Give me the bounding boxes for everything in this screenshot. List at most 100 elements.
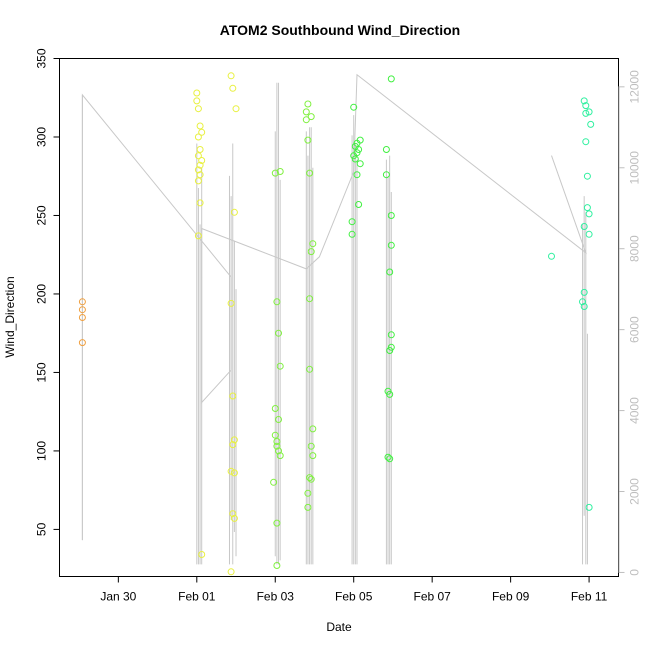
y2-tick-label-4: 8000 <box>628 235 642 262</box>
x-tick-label-3: Feb 05 <box>335 590 373 604</box>
data-point-1-12 <box>194 177 202 185</box>
data-point-3-12 <box>348 230 356 238</box>
line-series-path <box>81 73 587 541</box>
data-point-1-22 <box>230 436 238 444</box>
data-point-2-31 <box>304 503 312 511</box>
data-point-4-11 <box>585 230 593 238</box>
y2-tick-label-3: 6000 <box>628 316 642 343</box>
data-point-2-12 <box>270 478 278 486</box>
chart-title: ATOM2 Southbound Wind_Direction <box>220 22 460 38</box>
y-axis-label: Wind_Direction <box>3 276 17 357</box>
data-point-2-0 <box>271 169 279 177</box>
y-tick-label-6: 350 <box>35 48 49 68</box>
x-tick-label-4: Feb 07 <box>413 590 451 604</box>
data-point-1-1 <box>193 97 201 105</box>
data-point-4-10 <box>580 223 588 230</box>
data-point-1-10 <box>194 166 202 174</box>
y-axis: 50 100 150 200 250 300 350 <box>35 48 60 536</box>
data-point-3-8 <box>356 160 364 168</box>
data-point-3-15 <box>382 171 390 179</box>
data-point-4-9 <box>585 210 593 218</box>
data-point-3-19 <box>387 331 395 339</box>
data-point-1-24 <box>227 467 235 475</box>
data-point-1-5 <box>194 133 202 141</box>
data-point-3-11 <box>348 218 356 226</box>
data-point-2-6 <box>275 416 282 423</box>
data-point-2-7 <box>271 431 279 439</box>
data-point-4-7 <box>583 172 591 180</box>
data-point-2-10 <box>275 447 282 455</box>
x-tick-label-0: Jan 30 <box>100 590 136 604</box>
data-point-1-3 <box>196 122 204 130</box>
data-point-4-15 <box>585 503 593 511</box>
y-tick-label-2: 150 <box>35 362 49 382</box>
data-point-2-19 <box>304 136 312 144</box>
x-tick-label-5: Feb 09 <box>492 590 530 604</box>
data-point-1-16 <box>227 72 235 80</box>
data-point-2-28 <box>306 474 314 482</box>
data-point-2-21 <box>309 240 317 248</box>
data-point-2-20 <box>306 169 314 177</box>
data-point-4-0 <box>548 252 555 260</box>
data-point-1-25 <box>230 469 238 477</box>
data-point-1-26 <box>229 510 237 518</box>
data-point-4-8 <box>583 204 591 212</box>
data-point-4-1 <box>580 97 588 105</box>
data-point-2-4 <box>276 362 284 370</box>
y2-axis: 0 2000 4000 6000 8000 10000 12000 <box>618 70 642 576</box>
data-point-0-3 <box>78 298 86 306</box>
data-point-2-9 <box>273 442 281 450</box>
data-point-2-24 <box>306 365 314 373</box>
data-point-1-0 <box>193 89 201 97</box>
data-point-2-11 <box>276 452 284 460</box>
data-point-3-0 <box>350 103 358 111</box>
data-point-2-17 <box>302 116 310 124</box>
data-point-1-17 <box>229 84 237 92</box>
x-axis-label: Date <box>326 620 352 634</box>
data-point-3-25 <box>386 455 394 463</box>
data-point-2-14 <box>273 562 281 569</box>
data-point-4-3 <box>582 109 590 117</box>
data-point-2-2 <box>273 298 281 306</box>
plot-frame <box>59 58 619 577</box>
y-tick-label-0: 50 <box>35 522 49 536</box>
data-point-1-2 <box>194 105 202 113</box>
data-point-3-23 <box>386 390 394 398</box>
y2-tick-label-2: 4000 <box>628 397 642 424</box>
x-tick-label-2: Feb 03 <box>257 590 295 604</box>
y2-tick-label-5: 10000 <box>628 151 642 185</box>
data-point-4-4 <box>585 108 593 116</box>
data-point-2-15 <box>304 100 312 108</box>
y-tick-label-1: 100 <box>35 441 49 461</box>
data-point-3-21 <box>386 347 394 354</box>
x-tick-label-6: Feb 11 <box>571 590 608 604</box>
data-point-1-23 <box>229 441 237 449</box>
data-point-3-9 <box>353 171 361 179</box>
data-point-3-10 <box>355 201 363 208</box>
data-point-2-5 <box>271 405 279 412</box>
data-point-1-28 <box>227 568 235 576</box>
data-point-1-14 <box>194 232 202 240</box>
data-point-1-15 <box>198 551 206 558</box>
data-point-4-14 <box>580 303 588 310</box>
data-point-3-17 <box>387 241 395 249</box>
data-point-1-21 <box>229 392 237 400</box>
x-axis: Jan 30 Feb 01 Feb 03 Feb 05 Feb 07 Feb 09 Feb … <box>100 576 608 604</box>
data-point-0-0 <box>78 339 86 347</box>
data-point-4-6 <box>582 138 590 146</box>
data-point-2-23 <box>306 295 314 303</box>
data-point-1-19 <box>230 208 238 216</box>
data-point-1-8 <box>198 157 206 164</box>
data-point-1-11 <box>196 171 204 179</box>
points-layer <box>78 72 595 576</box>
data-point-2-13 <box>273 519 281 527</box>
data-point-2-8 <box>273 438 281 445</box>
y2-tick-label-0: 0 <box>628 569 642 576</box>
data-point-2-16 <box>302 108 310 116</box>
data-point-1-20 <box>227 299 235 307</box>
data-point-3-13 <box>387 75 395 83</box>
data-point-2-1 <box>276 168 284 175</box>
data-point-3-14 <box>382 146 390 153</box>
y2-tick-label-6: 12000 <box>628 70 642 104</box>
